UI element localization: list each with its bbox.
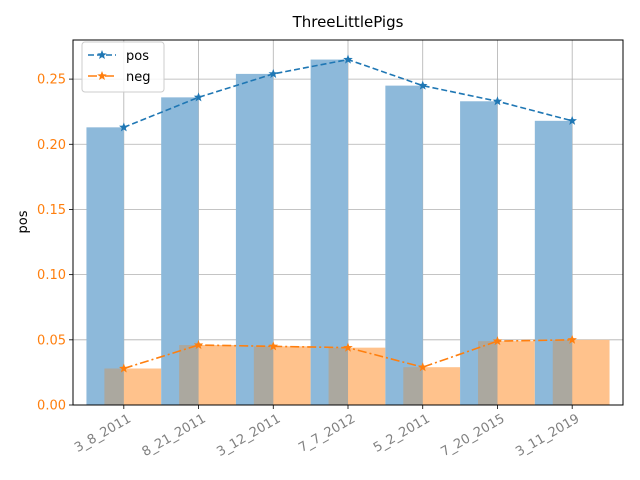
bar-neg-overlap	[552, 339, 573, 405]
series-point-neg	[119, 363, 129, 373]
legend: pos neg	[81, 41, 165, 93]
x-tick-label: 3_12_2011	[214, 411, 283, 459]
bars-layer	[86, 59, 610, 406]
legend-marker-pos	[97, 50, 107, 60]
bar-neg	[273, 346, 311, 405]
bar-neg-overlap	[403, 367, 423, 405]
plot-frame	[72, 39, 624, 406]
series-point-pos	[268, 68, 279, 78]
x-tick-label: 3_11_2019	[513, 411, 582, 459]
bar-pos	[385, 85, 423, 405]
lines-layer	[119, 54, 577, 373]
series-point-pos	[119, 122, 129, 132]
series-point-pos	[343, 54, 353, 64]
series-point-neg	[193, 340, 204, 350]
bar-neg	[348, 347, 386, 405]
x-tick-label: 5_2_2011	[371, 411, 433, 455]
series-point-pos	[492, 96, 503, 106]
bar-neg	[497, 341, 535, 405]
bar-neg	[123, 368, 162, 405]
legend-box	[81, 41, 165, 93]
bar-neg-overlap	[104, 368, 124, 405]
series-point-pos	[193, 92, 204, 102]
x-tick-label: 3_8_2011	[72, 411, 134, 455]
y-tick-label: 0.05	[37, 333, 66, 348]
chart-title: ThreeLittlePigs	[292, 13, 404, 31]
bar-neg	[422, 367, 461, 405]
bar-neg-overlap	[478, 341, 498, 405]
legend-marker-neg	[97, 71, 107, 81]
series-point-neg	[268, 341, 279, 351]
legend-label-pos: pos	[126, 49, 149, 64]
y-tick-label: 0.00	[37, 399, 66, 414]
series-point-neg	[492, 336, 503, 346]
bar-neg-overlap	[179, 345, 199, 405]
bar-neg-overlap	[328, 347, 348, 405]
bar-neg-overlap	[253, 346, 274, 405]
x-tick-label: 7_7_2012	[296, 411, 358, 455]
legend-label-neg: neg	[126, 70, 151, 85]
y-axis-label: pos	[16, 210, 31, 233]
bar-pos	[86, 127, 124, 405]
y-tick-label: 0.25	[37, 73, 66, 88]
bar-neg	[572, 339, 610, 405]
bar-neg	[198, 345, 236, 405]
series-point-neg	[417, 362, 428, 372]
y-tick-label: 0.15	[37, 203, 66, 218]
series-point-neg	[343, 342, 353, 352]
x-tick-label: 7_20_2015	[439, 411, 508, 459]
x-tick-label: 8_21_2011	[140, 411, 209, 459]
series-point-pos	[567, 115, 577, 125]
y-tick-label: 0.10	[37, 268, 66, 283]
series-point-neg	[567, 334, 577, 344]
y-tick-label: 0.20	[37, 138, 66, 153]
series-point-pos	[417, 80, 428, 90]
